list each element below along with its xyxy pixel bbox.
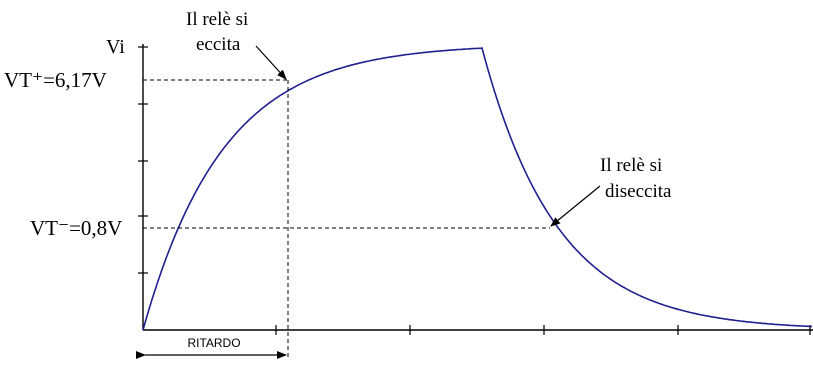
delay-label: RITARDO: [187, 336, 240, 350]
excite-label-line2: eccita: [196, 34, 241, 55]
upper-threshold-label: VT⁺=6,17V: [4, 68, 107, 92]
deexcite-label-line2: diseccita: [605, 181, 672, 202]
y-ticks: [138, 46, 148, 274]
lower-threshold-label: VT⁻=0,8V: [30, 216, 122, 240]
threshold-guides: [143, 79, 550, 360]
deexcite-label-line1: Il relè si: [600, 155, 662, 176]
excite-label-line1: Il relè si: [186, 9, 248, 30]
excite-arrow: [255, 45, 287, 80]
voltage-curve: [142, 47, 813, 331]
y-axis-label: Vi: [106, 36, 125, 58]
deexcite-arrow: [550, 185, 601, 227]
